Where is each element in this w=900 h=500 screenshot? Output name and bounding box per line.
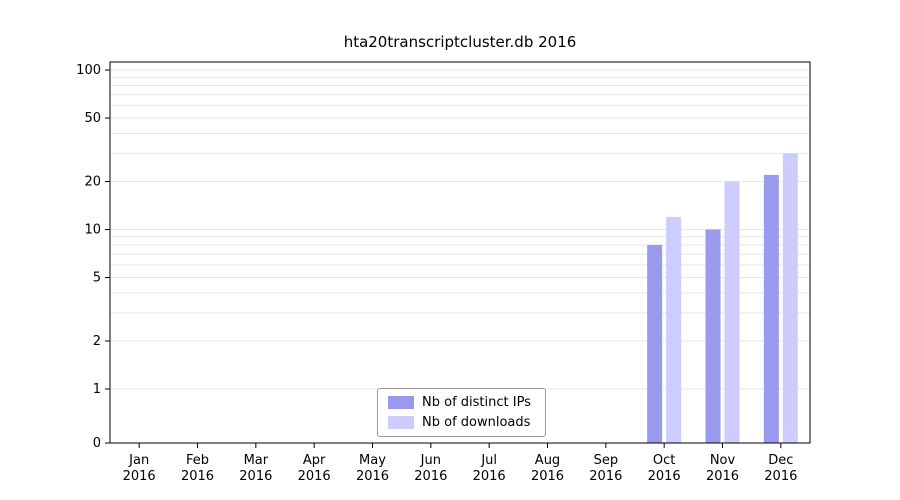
y-tick-label-10: 10 xyxy=(84,223,101,238)
x-tick-label-year-feb: 2016 xyxy=(181,469,214,484)
legend-item-downloads: Nb of downloads xyxy=(388,416,531,429)
x-tick-label-month-oct: Oct xyxy=(653,453,675,468)
x-tick-label-month-dec: Dec xyxy=(768,453,793,468)
y-tick-label-1: 1 xyxy=(93,382,101,397)
axis-spines xyxy=(109,61,811,444)
x-tick-label-month-jul: Jul xyxy=(480,453,497,468)
x-tick-label-year-oct: 2016 xyxy=(648,469,681,484)
legend-label-downloads: Nb of downloads xyxy=(422,415,531,430)
x-tick-label-month-sep: Sep xyxy=(594,453,619,468)
legend-label-distinct-ips: Nb of distinct IPs xyxy=(422,395,531,410)
legend-swatch-downloads xyxy=(388,416,414,429)
x-tick-label-month-may: May xyxy=(359,453,386,468)
y-tick-label-0: 0 xyxy=(93,436,101,451)
x-tick-label-year-jan: 2016 xyxy=(123,469,156,484)
chart-legend: Nb of distinct IPs Nb of downloads xyxy=(377,388,546,437)
x-tick-label-year-nov: 2016 xyxy=(706,469,739,484)
legend-swatch-distinct-ips xyxy=(388,396,414,409)
y-tick-label-50: 50 xyxy=(84,111,101,126)
legend-item-distinct-ips: Nb of distinct IPs xyxy=(388,396,531,409)
x-tick-label-month-jan: Jan xyxy=(128,453,149,468)
bar-downloads-nov xyxy=(724,181,740,443)
x-tick-label-year-apr: 2016 xyxy=(298,469,331,484)
y-tick-label-20: 20 xyxy=(84,174,101,189)
x-tick-label-year-aug: 2016 xyxy=(531,469,564,484)
bar-downloads-dec xyxy=(782,153,798,443)
x-tick-label-month-nov: Nov xyxy=(710,453,736,468)
x-tick-label-month-apr: Apr xyxy=(303,453,326,468)
x-tick-label-month-feb: Feb xyxy=(186,453,209,468)
x-tick-label-year-dec: 2016 xyxy=(764,469,797,484)
x-tick-label-month-jun: Jun xyxy=(420,453,441,468)
bar-distinct-ips-oct xyxy=(647,244,663,443)
x-tick-label-month-aug: Aug xyxy=(535,453,560,468)
x-tick-label-year-jul: 2016 xyxy=(473,469,506,484)
bar-distinct-ips-dec xyxy=(763,174,779,443)
y-tick-label-2: 2 xyxy=(93,334,101,349)
x-tick-label-month-mar: Mar xyxy=(244,453,269,468)
x-tick-label-year-jun: 2016 xyxy=(414,469,447,484)
y-tick-label-100: 100 xyxy=(76,63,101,78)
y-tick-label-5: 5 xyxy=(93,271,101,286)
x-tick-label-year-may: 2016 xyxy=(356,469,389,484)
chart-title: hta20transcriptcluster.db 2016 xyxy=(343,33,577,51)
x-tick-label-year-mar: 2016 xyxy=(239,469,272,484)
bar-distinct-ips-nov xyxy=(705,229,721,443)
bar-downloads-oct xyxy=(666,216,682,443)
x-tick-label-year-sep: 2016 xyxy=(589,469,622,484)
